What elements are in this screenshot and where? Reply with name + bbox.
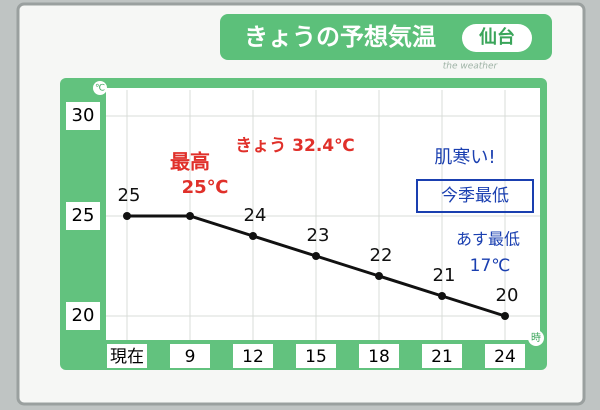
annotation: 今季最低 xyxy=(441,186,509,206)
value-label: 24 xyxy=(244,205,267,226)
point xyxy=(438,292,446,300)
x-tick-box xyxy=(359,344,399,368)
y-tick-box xyxy=(66,202,100,230)
y-tick-box xyxy=(66,302,100,330)
point xyxy=(123,212,131,220)
x-tick-box xyxy=(233,344,273,368)
location-pill xyxy=(462,24,532,52)
value-label: 20 xyxy=(496,285,519,306)
x-tick-box xyxy=(170,344,210,368)
title: きょうの予想気温 xyxy=(244,23,436,51)
x-tick-box xyxy=(107,344,147,368)
annotation: 25℃ xyxy=(182,177,229,198)
y-tick-label: 20 xyxy=(72,305,95,326)
annotation: 最高 xyxy=(170,150,210,174)
annotation: 肌寒い! xyxy=(434,147,495,168)
annotation: あす最低 xyxy=(456,230,520,249)
point xyxy=(249,232,257,240)
y-unit-bg xyxy=(93,81,107,95)
location: 仙台 xyxy=(479,26,515,48)
x-tick-label: 9 xyxy=(185,347,196,367)
y-tick-label: 25 xyxy=(72,205,95,226)
point xyxy=(501,312,509,320)
point xyxy=(186,212,194,220)
x-tick-label: 12 xyxy=(242,347,264,367)
plot-area xyxy=(106,88,540,340)
x-unit-bg xyxy=(528,330,544,346)
point xyxy=(312,252,320,260)
x-tick-label: 15 xyxy=(305,347,327,367)
value-label: 22 xyxy=(370,245,393,266)
x-tick-label: 現在 xyxy=(110,347,144,367)
x-tick-label: 21 xyxy=(431,347,453,367)
value-label: 25 xyxy=(118,185,141,206)
x-tick-label: 24 xyxy=(494,347,516,367)
x-tick-label: 18 xyxy=(368,347,390,367)
value-label: 21 xyxy=(433,265,456,286)
y-tick-box xyxy=(66,102,100,130)
y-unit: ℃ xyxy=(95,84,105,94)
x-tick-box xyxy=(296,344,336,368)
x-tick-box xyxy=(422,344,462,368)
subtitle: the weather xyxy=(443,62,499,72)
x-unit: 時 xyxy=(531,332,541,344)
annotation: 17℃ xyxy=(470,256,511,276)
annotation-box xyxy=(416,179,534,213)
annotation: きょう 32.4℃ xyxy=(235,136,354,156)
x-tick-box xyxy=(485,344,525,368)
value-label: 23 xyxy=(307,225,330,246)
y-tick-label: 30 xyxy=(72,105,95,126)
point xyxy=(375,272,383,280)
